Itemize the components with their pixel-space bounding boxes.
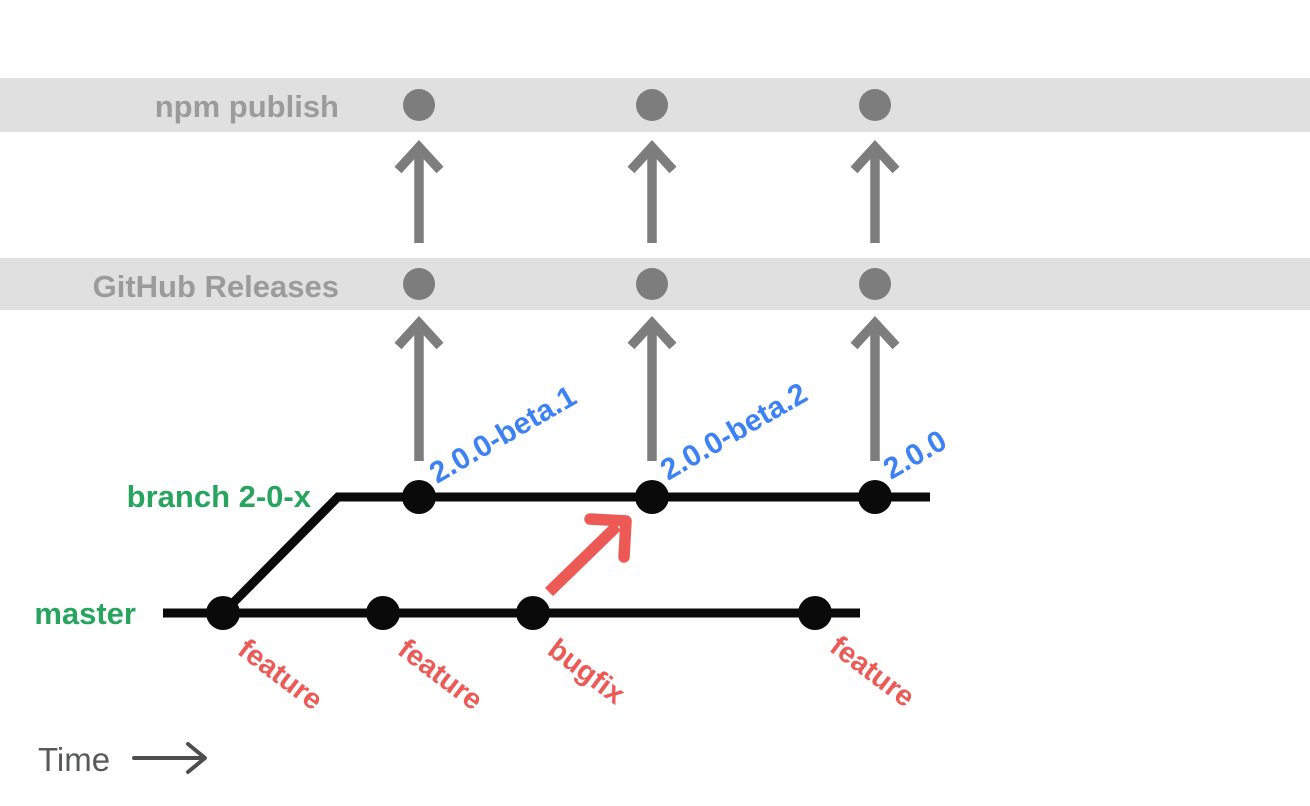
tag-beta2-label: 2.0.0-beta.2 — [655, 377, 813, 487]
tag-200-label: 2.0.0 — [878, 424, 952, 486]
commit-label-feature-2: feature — [392, 633, 488, 717]
release-commit-2 — [635, 480, 669, 514]
master-branch-label: master — [34, 596, 136, 631]
master-commit-3 — [516, 596, 550, 630]
master-commit-4 — [798, 596, 832, 630]
arrow-github-to-npm-3 — [850, 139, 900, 243]
commit-label-feature-1: feature — [232, 633, 328, 717]
github-dot-2 — [636, 268, 668, 300]
arrow-github-to-npm-1 — [394, 139, 444, 243]
tag-beta1-label: 2.0.0-beta.1 — [424, 380, 582, 490]
commit-label-bugfix: bugfix — [542, 633, 631, 711]
github-dot-1 — [403, 268, 435, 300]
github-releases-label: GitHub Releases — [93, 269, 339, 304]
npm-publish-label: npm publish — [155, 89, 339, 124]
release-commit-3 — [858, 480, 892, 514]
arrow-branch-to-github-2 — [627, 315, 677, 461]
release-commit-1 — [402, 480, 436, 514]
github-dot-3 — [859, 268, 891, 300]
npm-dot-3 — [859, 89, 891, 121]
npm-dot-2 — [636, 89, 668, 121]
time-axis-label: Time — [38, 741, 110, 778]
arrow-branch-to-github-1 — [394, 315, 444, 461]
arrow-github-to-npm-2 — [627, 139, 677, 243]
time-axis-arrow-icon — [132, 742, 207, 774]
commit-label-feature-3: feature — [824, 630, 920, 714]
release-branch-label: branch 2-0-x — [127, 479, 312, 514]
bugfix-cherry-pick-arrow — [544, 513, 632, 597]
master-commit-2 — [366, 596, 400, 630]
release-branch-line — [219, 492, 930, 617]
arrow-branch-to-github-3 — [850, 315, 900, 461]
master-commit-1 — [206, 596, 240, 630]
npm-dot-1 — [403, 89, 435, 121]
